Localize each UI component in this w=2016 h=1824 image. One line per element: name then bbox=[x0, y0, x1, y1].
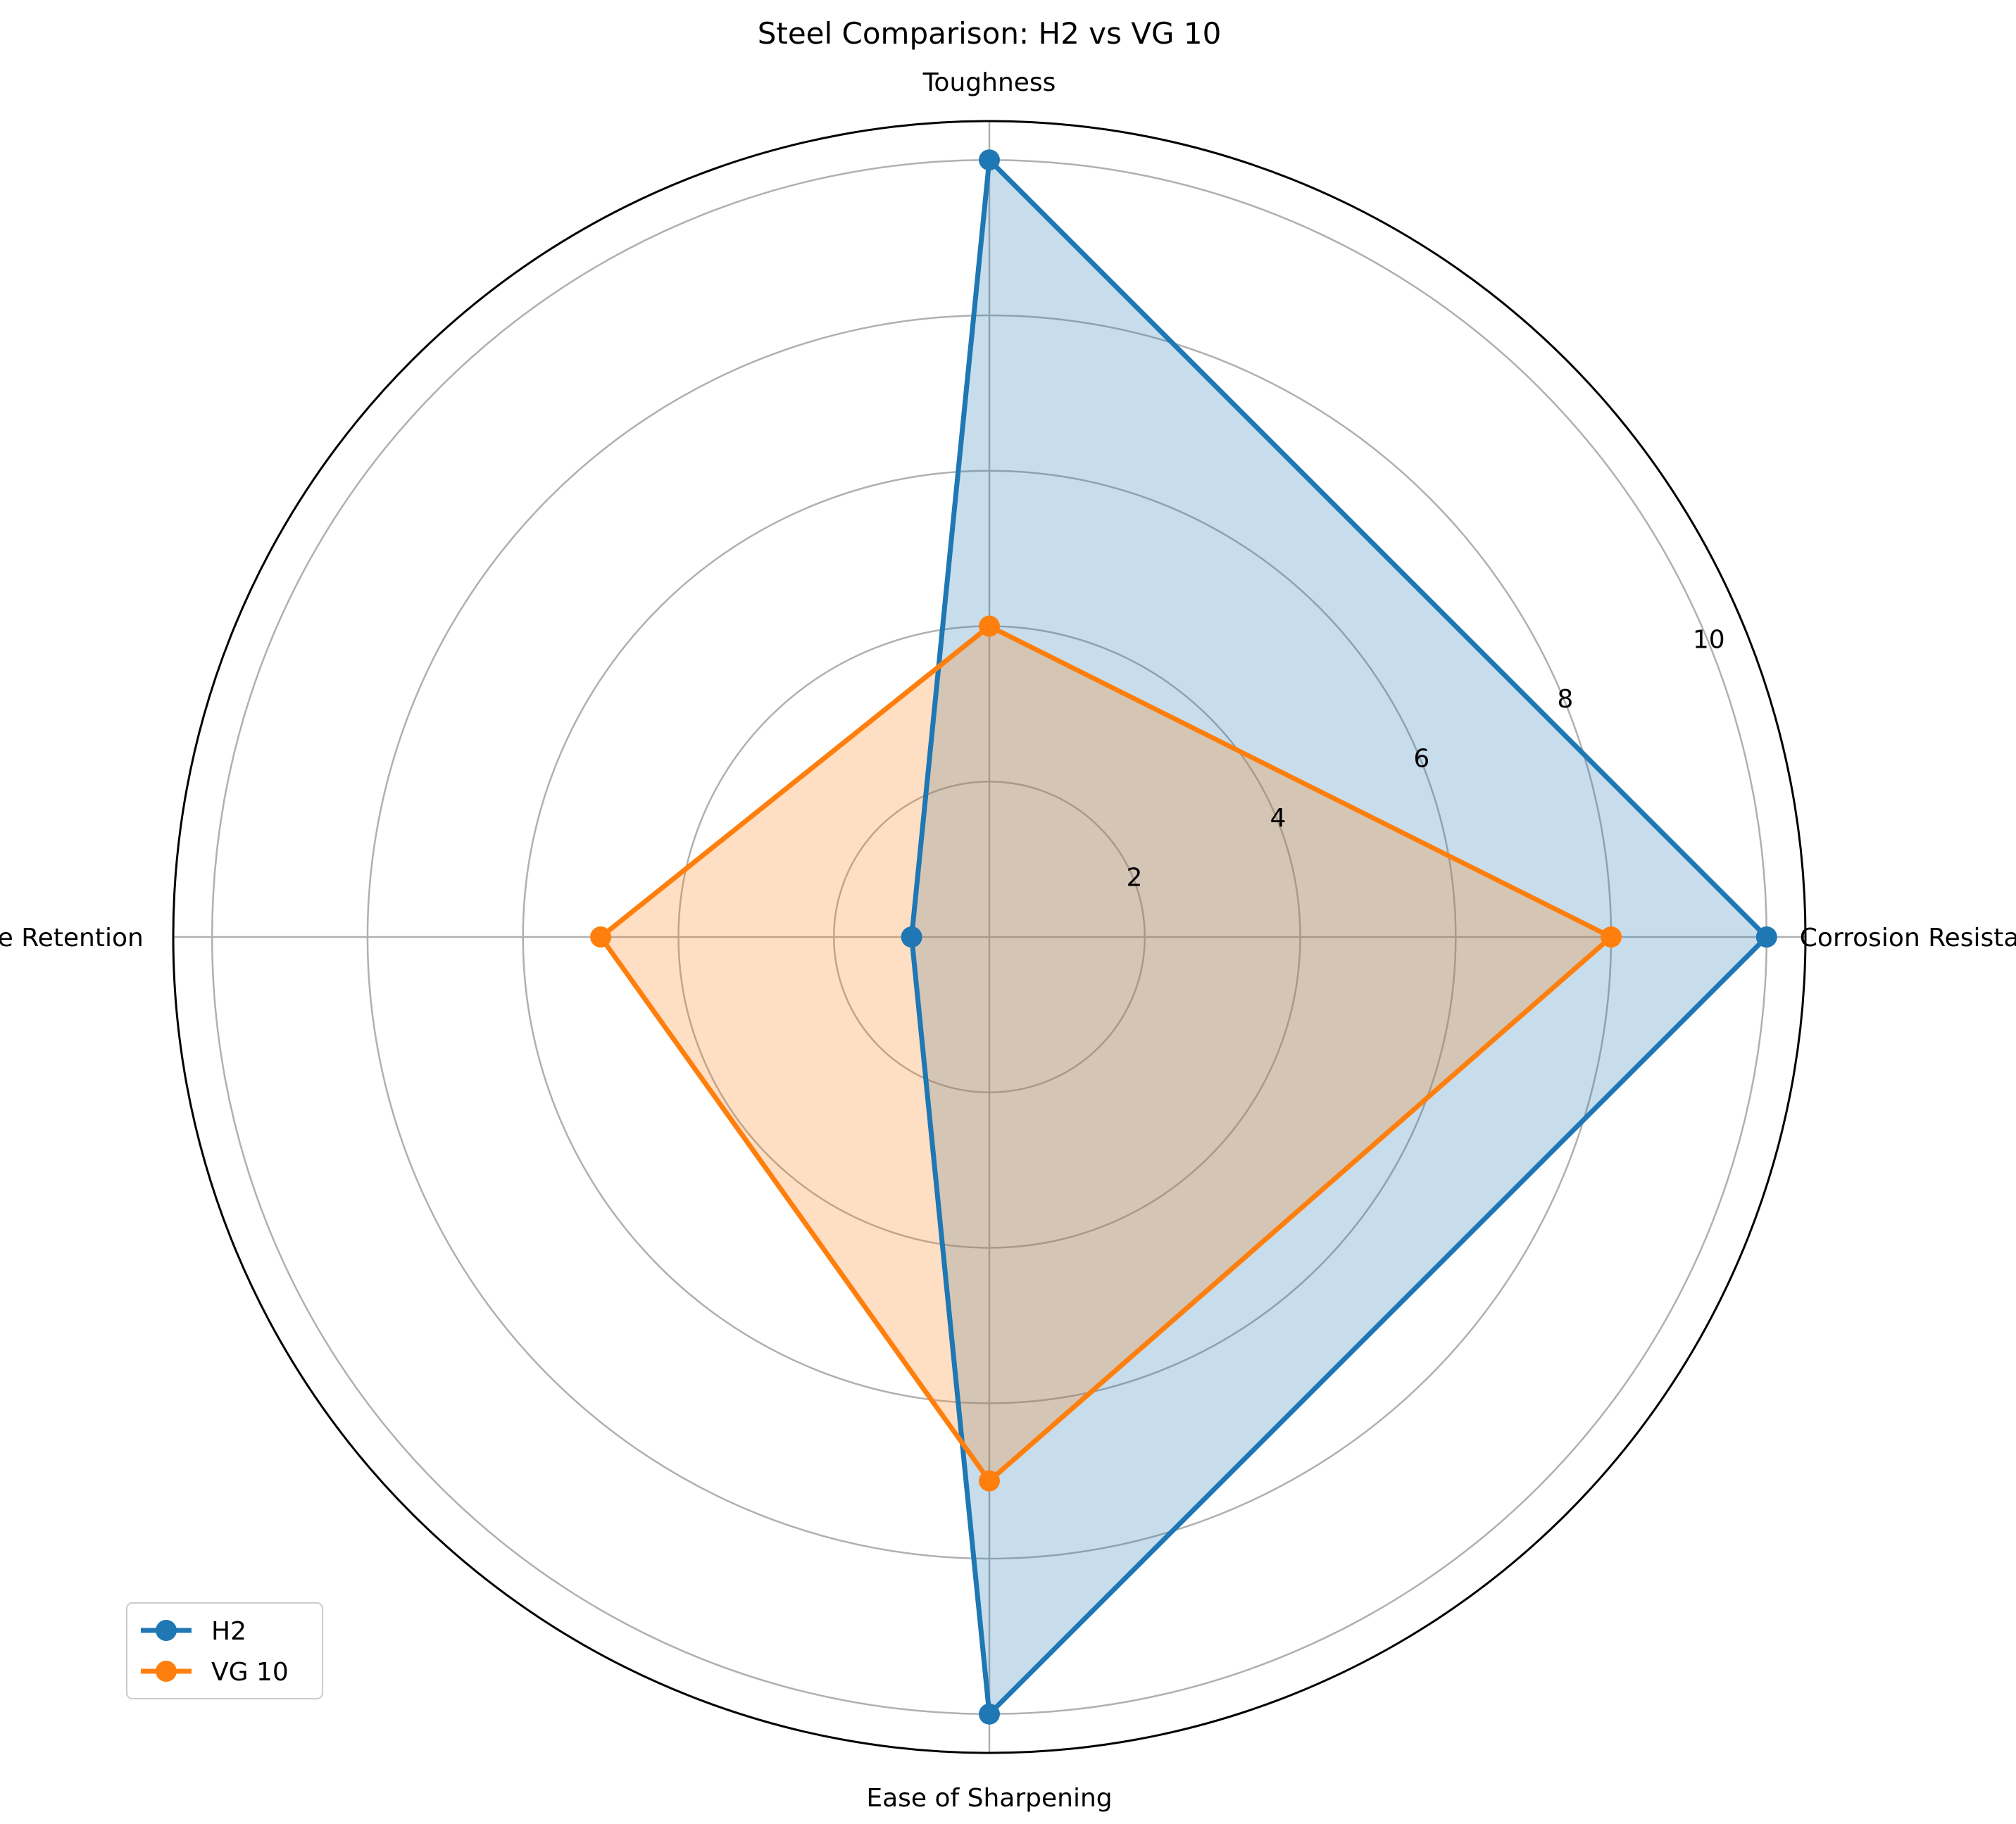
data-point bbox=[979, 1470, 1000, 1492]
series-fill-h2 bbox=[911, 160, 1767, 1714]
category-label: Toughness bbox=[922, 68, 1056, 97]
chart-title: Steel Comparison: H2 vs VG 10 bbox=[758, 16, 1222, 51]
series-fill-vg-10 bbox=[601, 626, 1611, 1481]
series-lines bbox=[590, 149, 1777, 1725]
category-label: Ease of Sharpening bbox=[866, 1784, 1112, 1813]
data-point bbox=[979, 1703, 1000, 1725]
polar-frame bbox=[172, 120, 1807, 1754]
data-point bbox=[979, 615, 1000, 637]
radial-tick-labels: 2 4 6 8 10 bbox=[1127, 626, 1725, 893]
data-point bbox=[901, 926, 922, 948]
radial-tick-label: 4 bbox=[1270, 804, 1286, 833]
radial-tick-label: 8 bbox=[1557, 685, 1573, 714]
radial-tick-label: 6 bbox=[1413, 745, 1429, 774]
category-label: Edge Retention bbox=[0, 924, 144, 952]
radial-tick-label: 10 bbox=[1693, 626, 1725, 655]
legend-swatch-marker bbox=[156, 1620, 177, 1641]
radial-tick-label: 2 bbox=[1127, 864, 1143, 893]
legend-label: H2 bbox=[211, 1617, 246, 1646]
category-labels: Corrosion Resistance Toughness Edge Retent… bbox=[0, 68, 2016, 1813]
category-label: Corrosion Resistance bbox=[1800, 924, 2016, 952]
series-fills bbox=[601, 160, 1767, 1714]
data-point bbox=[1755, 926, 1777, 948]
legend-swatch-marker bbox=[156, 1661, 177, 1682]
legend-label: VG 10 bbox=[211, 1658, 289, 1687]
data-point bbox=[1601, 926, 1622, 948]
data-point bbox=[979, 149, 1000, 171]
data-point bbox=[590, 926, 612, 948]
legend: H2 VG 10 bbox=[126, 1602, 323, 1699]
